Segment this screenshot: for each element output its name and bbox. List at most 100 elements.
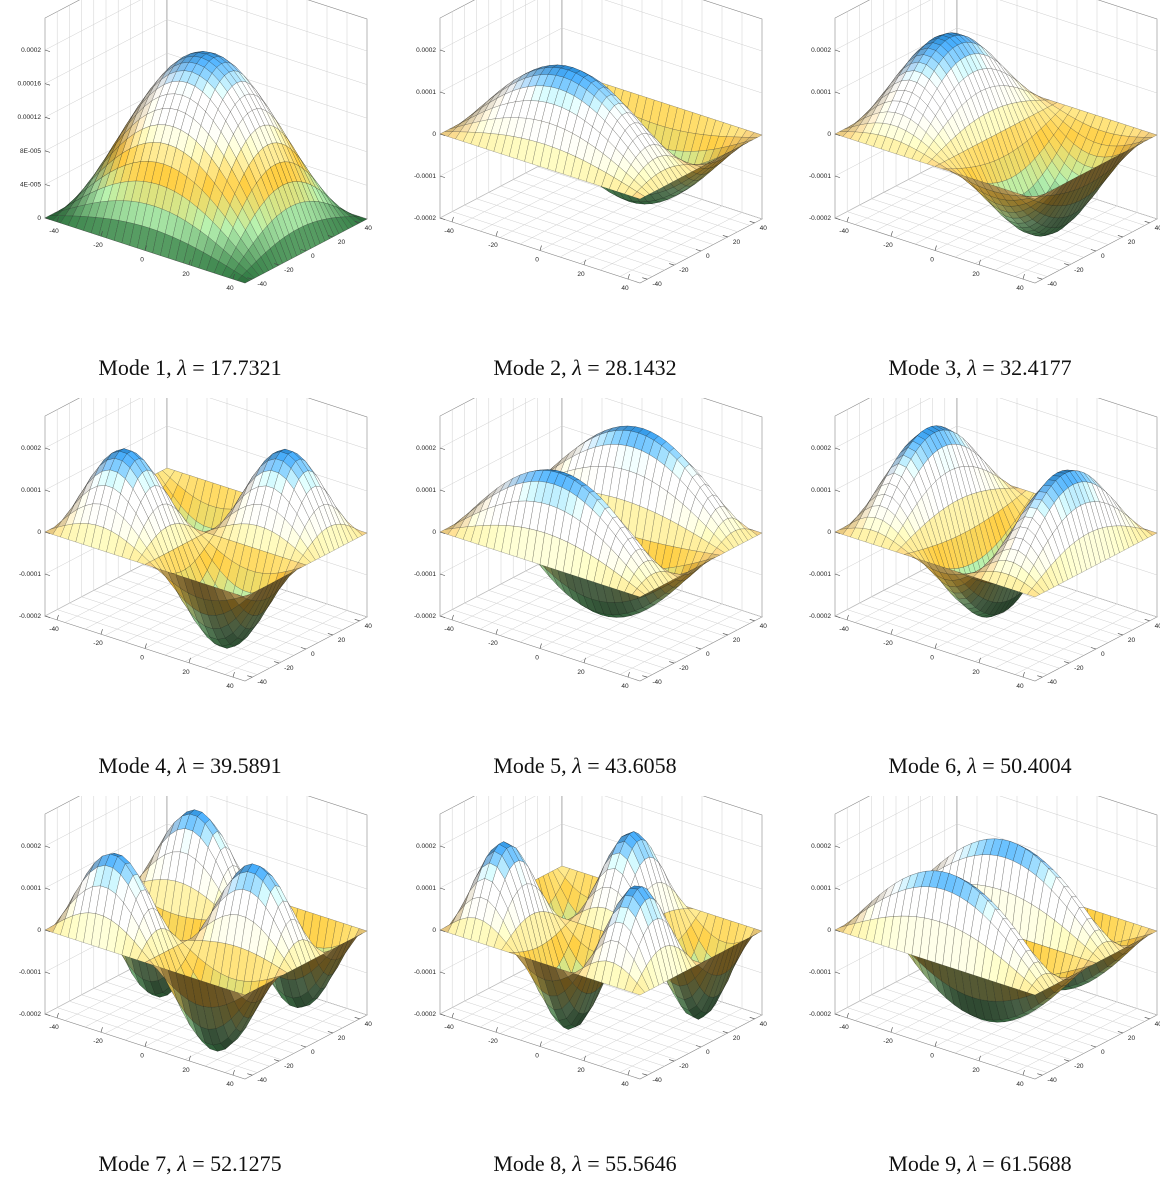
caption-prefix: Mode 1,	[98, 355, 178, 380]
x-tick-label: 0	[535, 1053, 539, 1060]
x-tick-label: -40	[839, 626, 849, 633]
x-tick-label: 20	[182, 1067, 190, 1074]
x-tick-label: 0	[140, 655, 144, 662]
y-tick-label: 20	[1128, 1035, 1136, 1042]
y-tick-label: -20	[679, 665, 689, 672]
x-tick-label: -20	[93, 1038, 103, 1045]
surface-mesh	[834, 838, 1158, 1023]
caption-prefix: Mode 2,	[493, 355, 573, 380]
y-tick-label: 20	[1128, 239, 1136, 246]
caption-prefix: Mode 6,	[888, 753, 968, 778]
x-tick-label: -20	[883, 640, 893, 647]
lambda-symbol: λ	[967, 355, 977, 380]
z-tick-label: 0.0002	[811, 445, 831, 452]
y-tick-label: 40	[365, 623, 373, 630]
surface-plot-6: -0.0002 -0.0001 0 0.0001 0.0002 -40 -20 0 20 40 -4…	[809, 398, 1160, 690]
x-tick-label: -20	[488, 640, 498, 647]
z-tick-label: 0.0001	[416, 487, 436, 494]
caption-8: Mode 8, λ = 55.5646	[395, 1151, 775, 1177]
axis-ticks: -0.0002 -0.0001 0 0.0001 0.0002 -40 -20 0 20 40 -4…	[414, 843, 767, 1088]
x-tick-label: 40	[226, 1081, 234, 1088]
mode-panel-9: -0.0002 -0.0001 0 0.0001 0.0002 -40 -20 0 20 40 -4…	[790, 796, 1160, 1191]
caption-2: Mode 2, λ = 28.1432	[395, 355, 775, 381]
lambda-symbol: λ	[177, 355, 187, 380]
y-tick-label: 20	[733, 637, 741, 644]
caption-eq: =	[976, 1151, 1001, 1176]
lambda-value: 61.5688	[1000, 1151, 1072, 1176]
z-tick-label: 0.0002	[416, 47, 436, 54]
surface-plot-8: -0.0002 -0.0001 0 0.0001 0.0002 -40 -20 0 20 40 -4…	[414, 796, 767, 1088]
lambda-value: 32.4177	[1000, 355, 1072, 380]
z-tick-label: 0	[827, 131, 831, 138]
z-tick-label: 0.0002	[21, 445, 41, 452]
y-tick-label: 20	[1128, 637, 1136, 644]
axis-ticks: -0.0002 -0.0001 0 0.0001 0.0002 -40 -20 0 20 40 -4…	[414, 47, 767, 292]
caption-7: Mode 7, λ = 52.1275	[0, 1151, 380, 1177]
z-tick-label: -0.0001	[19, 969, 41, 976]
y-tick-label: 40	[1155, 623, 1160, 630]
x-tick-label: 40	[621, 683, 629, 690]
x-tick-label: 40	[226, 285, 234, 292]
y-tick-label: -40	[1047, 281, 1057, 288]
z-tick-label: -0.0002	[19, 1011, 41, 1018]
mode-panel-2: -0.0002 -0.0001 0 0.0001 0.0002 -40 -20 0 20 40 -4…	[395, 0, 775, 395]
z-tick-label: -0.0002	[19, 613, 41, 620]
caption-4: Mode 4, λ = 39.5891	[0, 753, 380, 779]
x-tick-label: 0	[930, 1053, 934, 1060]
z-tick-label: 8E-005	[20, 148, 41, 155]
caption-prefix: Mode 9,	[888, 1151, 968, 1176]
x-tick-label: 40	[621, 1081, 629, 1088]
mode-panel-6: -0.0002 -0.0001 0 0.0001 0.0002 -40 -20 0 20 40 -4…	[790, 398, 1160, 793]
z-tick-label: 0.00012	[18, 114, 42, 121]
x-tick-label: -40	[839, 228, 849, 235]
caption-5: Mode 5, λ = 43.6058	[395, 753, 775, 779]
y-tick-label: 40	[1155, 1021, 1160, 1028]
surface-mesh	[834, 32, 1158, 237]
y-tick-label: 40	[1155, 225, 1160, 232]
caption-eq: =	[581, 355, 606, 380]
x-tick-label: 40	[1016, 1081, 1024, 1088]
y-tick-label: 0	[706, 1049, 710, 1056]
y-tick-label: 40	[365, 225, 373, 232]
z-tick-label: 0.0001	[21, 487, 41, 494]
y-tick-label: -20	[284, 267, 294, 274]
z-tick-label: -0.0002	[414, 613, 436, 620]
z-tick-label: 0.0001	[811, 487, 831, 494]
x-tick-label: 20	[577, 271, 585, 278]
y-tick-label: -40	[257, 281, 267, 288]
y-tick-label: -20	[1074, 1063, 1084, 1070]
mode-panel-3: -0.0002 -0.0001 0 0.0001 0.0002 -40 -20 0 20 40 -4…	[790, 0, 1160, 395]
y-tick-label: 40	[760, 623, 768, 630]
x-tick-label: 40	[1016, 683, 1024, 690]
axis-ticks: -0.0002 -0.0001 0 0.0001 0.0002 -40 -20 0 20 40 -4…	[414, 445, 767, 690]
y-tick-label: -40	[652, 281, 662, 288]
y-tick-label: 40	[365, 1021, 373, 1028]
z-tick-label: 0.0001	[416, 89, 436, 96]
x-tick-label: -40	[49, 626, 59, 633]
caption-3: Mode 3, λ = 32.4177	[790, 355, 1160, 381]
caption-6: Mode 6, λ = 50.4004	[790, 753, 1160, 779]
caption-prefix: Mode 7,	[98, 1151, 178, 1176]
lambda-value: 55.5646	[605, 1151, 677, 1176]
z-tick-label: 0.0002	[416, 445, 436, 452]
y-tick-label: -20	[284, 1063, 294, 1070]
x-tick-label: -40	[444, 228, 454, 235]
y-tick-label: 20	[338, 637, 346, 644]
caption-eq: =	[976, 753, 1001, 778]
z-tick-label: -0.0001	[809, 571, 831, 578]
z-tick-label: 0.0002	[811, 843, 831, 850]
z-tick-label: 0.0001	[21, 885, 41, 892]
mode-panel-7: -0.0002 -0.0001 0 0.0001 0.0002 -40 -20 0 20 40 -4…	[0, 796, 380, 1191]
caption-prefix: Mode 3,	[888, 355, 968, 380]
z-tick-label: 0.00016	[18, 81, 42, 88]
x-tick-label: -40	[49, 228, 59, 235]
z-tick-label: 0	[37, 215, 41, 222]
axis-ticks: -0.0002 -0.0001 0 0.0001 0.0002 -40 -20 0 20 40 -4…	[19, 843, 372, 1088]
lambda-value: 43.6058	[605, 753, 677, 778]
z-tick-label: -0.0001	[809, 969, 831, 976]
z-tick-label: 0	[432, 131, 436, 138]
z-tick-label: -0.0002	[809, 613, 831, 620]
lambda-symbol: λ	[967, 1151, 977, 1176]
lambda-symbol: λ	[572, 355, 582, 380]
